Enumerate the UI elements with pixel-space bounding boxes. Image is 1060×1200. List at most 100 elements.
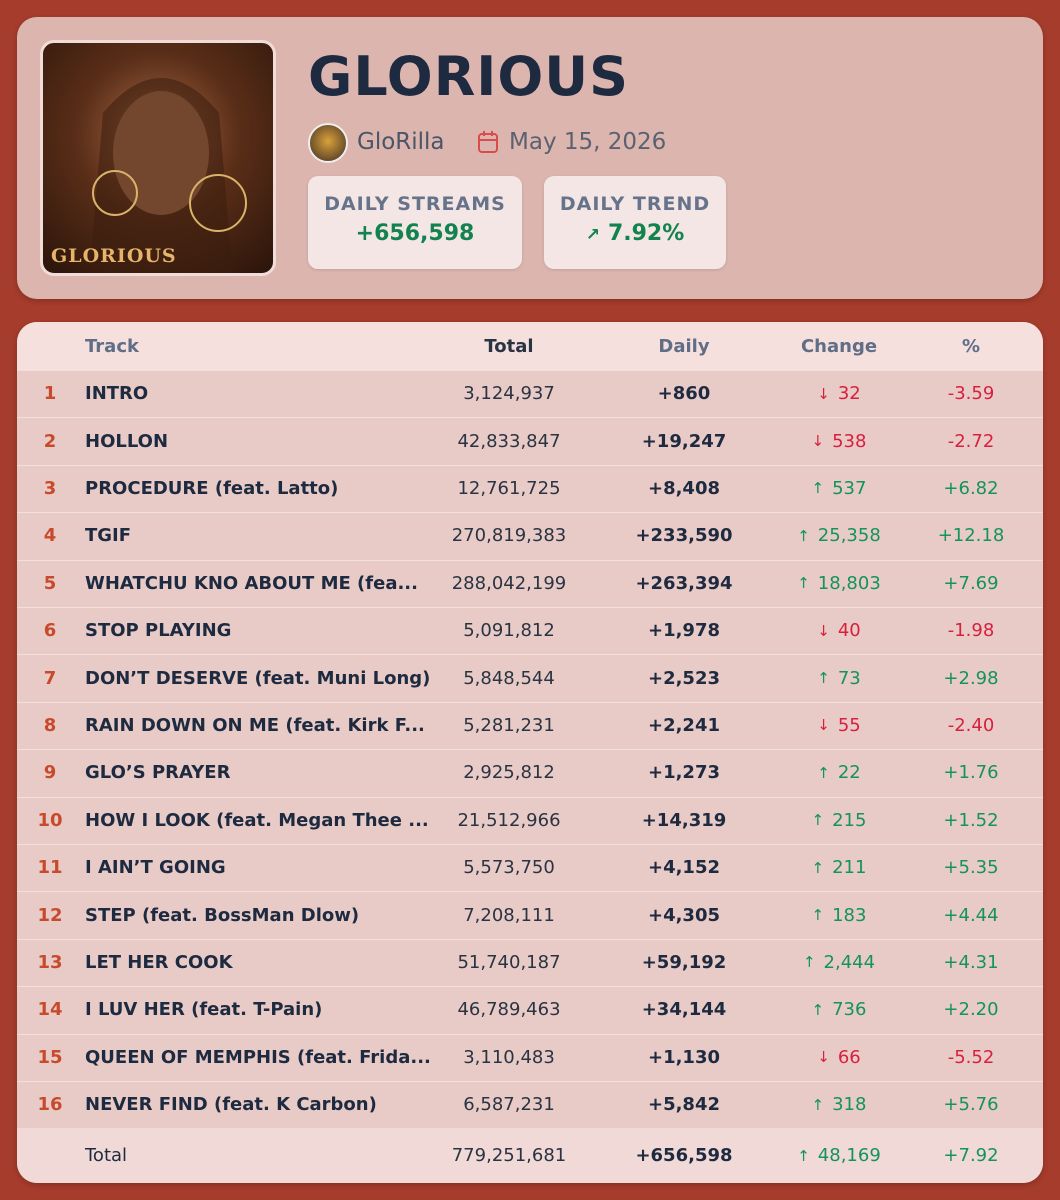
track-row: 3 PROCEDURE (feat. Latto) 12,761,725 +8,408… (17, 465, 1043, 514)
daily-streams: +860 (657, 383, 711, 405)
total-streams: 3,124,937 (463, 383, 555, 405)
track-name[interactable]: GLO’S PRAYER (85, 762, 231, 784)
track-name[interactable]: DON’T DESERVE (feat. Muni Long) (85, 667, 431, 689)
change-value: 18,803 (817, 572, 881, 594)
change-cell: ↑ 736 (777, 986, 901, 1033)
total-streams: 12,761,725 (457, 477, 561, 499)
track-name[interactable]: STOP PLAYING (85, 620, 232, 642)
rank: 9 (43, 762, 57, 784)
percent-change: +2.20 (943, 999, 999, 1021)
change-cell: ↑ 73 (777, 654, 901, 701)
change-value: 66 (837, 1046, 861, 1068)
stat-value: +656,598 (355, 221, 475, 246)
track-name[interactable]: WHATCHU KNO ABOUT ME (fea... (85, 572, 418, 594)
trend-arrow: ↑ (797, 1146, 810, 1165)
track-name[interactable]: I AIN’T GOING (85, 857, 226, 879)
change-value: 25,358 (817, 525, 881, 547)
track-row: 9 GLO’S PRAYER 2,925,812 +1,273 ↑ 22 +1.76 (17, 749, 1043, 798)
track-row: 1 INTRO 3,124,937 +860 ↓ 32 -3.59 (17, 370, 1043, 419)
total-label: Total (85, 1145, 128, 1167)
daily-streams: +19,247 (641, 430, 727, 452)
track-name[interactable]: NEVER FIND (feat. K Carbon) (85, 1094, 377, 1116)
tracks-table: Track Total Daily Change% 1 INTRO 3,124,937 +86… (17, 322, 1043, 1183)
track-name[interactable]: STEP (feat. BossMan Dlow) (85, 904, 360, 926)
total-streams: 270,819,383 (451, 525, 567, 547)
trend-arrow: ↑ (802, 953, 816, 972)
trend-arrow: ↑ (811, 1095, 825, 1114)
rank: 8 (43, 714, 57, 736)
total-streams: 5,573,750 (463, 857, 555, 879)
change-value: 183 (832, 904, 867, 926)
trend-arrow: ↑ (811, 1000, 825, 1019)
track-name[interactable]: HOLLON (85, 430, 169, 452)
release-date: May 15, 2026 (509, 129, 667, 155)
track-row: 2 HOLLON 42,833,847 +19,247 ↓ 538 -2.72 (17, 417, 1043, 466)
total-streams: 42,833,847 (457, 430, 561, 452)
track-name[interactable]: INTRO (85, 383, 149, 405)
change-cell: ↑ 2,444 (777, 939, 901, 986)
rank: 16 (37, 1094, 63, 1116)
change-cell: ↓ 32 (777, 370, 901, 417)
total-streams: 288,042,199 (451, 572, 567, 594)
rank: 2 (43, 430, 57, 452)
daily-streams: +1,978 (647, 620, 721, 642)
daily-streams: +233,590 (635, 525, 733, 547)
total-streams: 5,281,231 (463, 714, 555, 736)
stat-value-text: 7.92% (607, 221, 685, 246)
total-streams: 46,789,463 (457, 999, 561, 1021)
track-name[interactable]: PROCEDURE (feat. Latto) (85, 477, 339, 499)
percent-change: +2.98 (943, 667, 999, 689)
rank: 14 (37, 999, 63, 1021)
trend-icon: ↗ (585, 225, 600, 245)
header-cell: Daily (658, 335, 710, 357)
percent-change: +5.76 (943, 1094, 999, 1116)
change-value: 48,169 (817, 1145, 881, 1167)
track-name[interactable]: TGIF (85, 525, 132, 547)
track-name[interactable]: LET HER COOK (85, 951, 233, 973)
change-value: 537 (832, 477, 867, 499)
rank: 10 (37, 809, 63, 831)
track-name[interactable]: QUEEN OF MEMPHIS (feat. Frida... (85, 1046, 431, 1068)
change-cell: ↓ 66 (777, 1034, 901, 1081)
change-cell: ↑ 22 (777, 749, 901, 796)
percent-change: -2.72 (947, 430, 995, 452)
artist-avatar (308, 123, 348, 163)
stat-label: DAILY STREAMS (324, 193, 506, 215)
track-row: 13 LET HER COOK 51,740,187 +59,192 ↑ 2,444 +4.… (17, 939, 1043, 988)
track-name[interactable]: RAIN DOWN ON ME (feat. Kirk F... (85, 714, 425, 736)
track-row: 11 I AIN’T GOING 5,573,750 +4,152 ↑ 211 +5.35 (17, 844, 1043, 893)
trend-arrow: ↓ (811, 432, 825, 451)
percent-change: +12.18 (937, 525, 1005, 547)
rank: 6 (43, 620, 57, 642)
daily-streams: +2,241 (647, 714, 721, 736)
stat-card: DAILY STREAMS +656,598 (308, 176, 522, 269)
track-name[interactable]: I LUV HER (feat. T-Pain) (85, 999, 323, 1021)
track-row: 8 RAIN DOWN ON ME (feat. Kirk F... 5,281,2… (17, 702, 1043, 751)
trend-arrow: ↑ (811, 906, 825, 925)
daily-streams: +1,130 (647, 1046, 721, 1068)
track-name[interactable]: HOW I LOOK (feat. Megan Thee ... (85, 809, 429, 831)
daily-streams: +8,408 (647, 477, 721, 499)
trend-arrow: ↑ (817, 669, 830, 688)
change-cell: ↑ 183 (777, 891, 901, 938)
daily-streams: +5,842 (647, 1094, 721, 1116)
artist-name[interactable]: GloRilla (357, 129, 445, 155)
album-title: GLORIOUS (308, 45, 630, 108)
rank: 11 (37, 857, 63, 879)
rank: 12 (37, 904, 63, 926)
total-streams: 779,251,681 (451, 1145, 567, 1167)
total-streams: 5,848,544 (463, 667, 555, 689)
percent-change: +7.92 (943, 1145, 999, 1167)
percent-change: -5.52 (947, 1046, 995, 1068)
track-row: 7 DON’T DESERVE (feat. Muni Long) 5,848,54… (17, 654, 1043, 703)
trend-arrow: ↑ (811, 811, 825, 830)
total-streams: 21,512,966 (457, 809, 561, 831)
track-row: 4 TGIF 270,819,383 +233,590 ↑ 25,358 +12.18 (17, 512, 1043, 561)
change-cell: ↓ 538 (777, 417, 901, 464)
calendar-icon (478, 131, 498, 153)
change-value: 40 (837, 620, 861, 642)
total-streams: 51,740,187 (457, 951, 561, 973)
daily-streams: +4,305 (647, 904, 721, 926)
stat-label: DAILY TREND (559, 193, 711, 215)
change-value: 318 (832, 1094, 867, 1116)
